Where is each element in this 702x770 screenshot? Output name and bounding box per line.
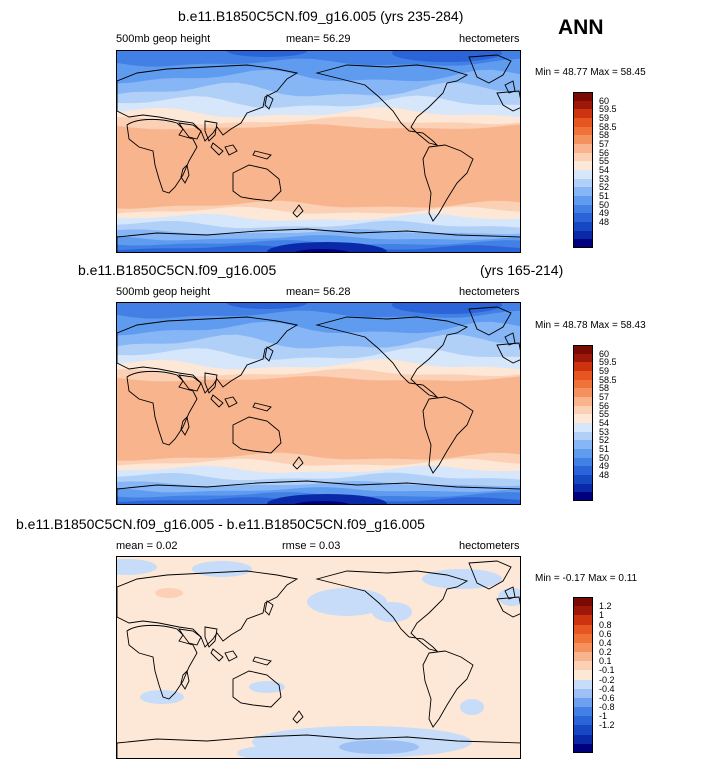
- panel2-map: [116, 302, 521, 505]
- panel3-rmse: rmse = 0.03: [282, 540, 340, 552]
- panel2-mean-value: 56.28: [323, 286, 351, 298]
- panel2-minmax: Min = 48.78 Max = 58.43: [535, 320, 646, 331]
- diff-patch-strong: [339, 740, 419, 754]
- diff-patch: [372, 602, 412, 622]
- panel3-title: b.e11.B1850C5CN.f09_g16.005 - b.e11.B185…: [16, 516, 425, 532]
- colorbar-label: 48: [599, 217, 609, 227]
- panel3-min-value: -0.17: [563, 573, 586, 584]
- panel3-contour-bands: [117, 557, 521, 759]
- panel1-mean: mean= 56.29: [286, 33, 351, 45]
- panel2-title: b.e11.B1850C5CN.f09_g16.005: [78, 262, 276, 278]
- panel2-colorbar: 60 59.5 59 58.5 58 57 56 55 54 53 52 51 50 49 48: [573, 345, 593, 501]
- panel1-field: 500mb geop height: [116, 33, 210, 45]
- colorbar-label: 48: [599, 470, 609, 480]
- panel2-map-svg: [117, 303, 521, 505]
- panel3-rmse-value: 0.03: [319, 540, 340, 552]
- panel3-minmax: Min = -0.17 Max = 0.11: [535, 573, 637, 584]
- diff-patch: [422, 569, 502, 589]
- colorbar-frame: [573, 345, 593, 501]
- panel2-contour-bands: [117, 303, 521, 505]
- panel1-contour-bands: [117, 51, 521, 253]
- panel1-mean-value: 56.29: [323, 33, 351, 45]
- panel1-units: hectometers: [459, 33, 520, 45]
- panel1-title: b.e11.B1850C5CN.f09_g16.005 (yrs 235-284…: [178, 8, 463, 24]
- panel3-max-label: Max =: [588, 573, 616, 584]
- panel3-colorbar: 1.2 1 0.8 0.6 0.4 0.2 0.1 -0.1 -0.2 -0.4 -0.6 -0.8-…: [573, 597, 593, 753]
- panel2-units: hectometers: [459, 286, 520, 298]
- panel3-max-value: 0.11: [618, 573, 637, 584]
- panel1-map: [116, 50, 521, 253]
- panel2-title-years: (yrs 165-214): [480, 262, 563, 278]
- panel1-mean-label: mean=: [286, 33, 320, 45]
- panel1-min-value: 48.77: [563, 67, 588, 78]
- panel1-minmax: Min = 48.77 Max = 58.45: [535, 67, 646, 78]
- panel2-mean: mean= 56.28: [286, 286, 351, 298]
- colorbar-frame: [573, 597, 593, 753]
- panel2-max-value: 58.43: [621, 320, 646, 331]
- diff-patch: [192, 561, 252, 577]
- panel1-map-svg: [117, 51, 521, 253]
- diff-patch-positive: [155, 588, 183, 598]
- panel3-min-label: Min =: [535, 573, 560, 584]
- panel1-min-label: Min =: [535, 67, 560, 78]
- panel3-map-svg: [117, 557, 521, 759]
- diff-patch: [460, 699, 484, 715]
- colorbar-frame: [573, 92, 593, 248]
- season-label: ANN: [558, 16, 604, 40]
- panel3-mean-label: mean =: [116, 540, 153, 552]
- panel3-mean-value: 0.02: [156, 540, 177, 552]
- panel2-min-label: Min =: [535, 320, 560, 331]
- panel2-max-label: Max =: [590, 320, 618, 331]
- panel2-field: 500mb geop height: [116, 286, 210, 298]
- panel3-map: [116, 556, 521, 759]
- panel1-colorbar: 60 59.5 59 58.5 58 57 56 55 54 53 52 51 50 49 48: [573, 92, 593, 248]
- panel2-min-value: 48.78: [563, 320, 588, 331]
- panel3-mean: mean = 0.02: [116, 540, 177, 552]
- panel2-mean-label: mean=: [286, 286, 320, 298]
- diff-patch: [140, 690, 184, 704]
- panel3-units: hectometers: [459, 540, 520, 552]
- panel1-max-label: Max =: [590, 67, 618, 78]
- panel1-max-value: 58.45: [621, 67, 646, 78]
- panel3-rmse-label: rmse =: [282, 540, 316, 552]
- colorbar-label: -1.2: [599, 720, 615, 730]
